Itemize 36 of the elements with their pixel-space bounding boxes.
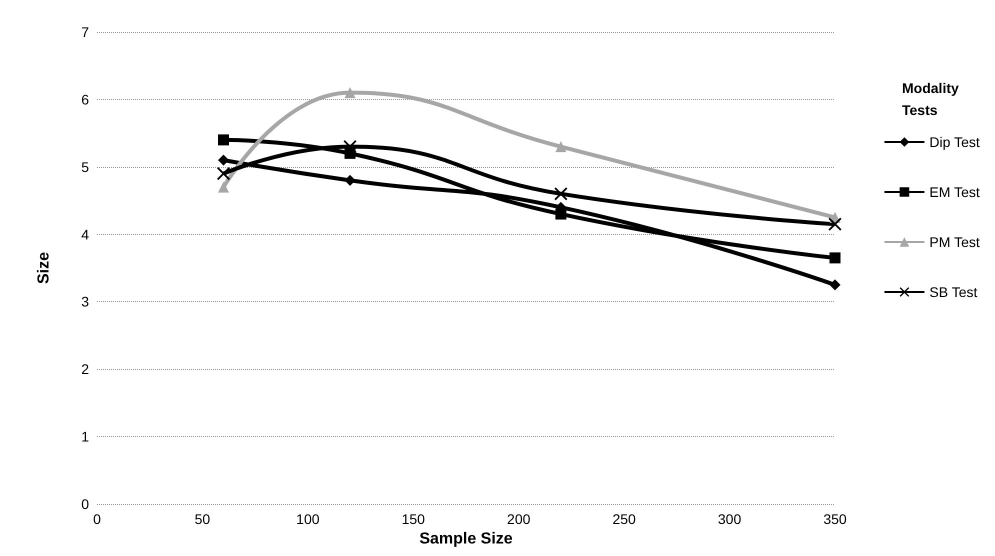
legend-label: PM Test <box>929 234 980 250</box>
legend-label: Dip Test <box>929 134 980 150</box>
x-tick-label: 250 <box>612 511 636 527</box>
point <box>344 87 356 98</box>
x-tick-label: 0 <box>93 511 102 527</box>
y-tick-label: 0 <box>81 496 90 512</box>
x-tick-label: 100 <box>296 511 320 527</box>
y-tick-label: 2 <box>81 361 90 378</box>
legend-title: Modality Tests <box>902 80 963 118</box>
point <box>344 140 357 154</box>
legend-label: SB Test <box>929 284 978 300</box>
x-tick-label: 150 <box>402 511 426 527</box>
point <box>830 279 840 290</box>
y-tick-label: 6 <box>81 91 90 108</box>
y-axis-title: Size <box>36 252 52 284</box>
y-tick-label: 5 <box>81 158 90 175</box>
point <box>218 154 230 166</box>
y-tick-label: 3 <box>81 294 90 310</box>
point <box>828 218 842 231</box>
legend-label: EM Test <box>929 184 980 200</box>
x-tick-label: 350 <box>823 511 847 527</box>
point <box>218 134 230 146</box>
point <box>554 187 568 200</box>
point <box>555 208 566 220</box>
point <box>830 252 840 264</box>
x-tick-label: 300 <box>718 511 742 527</box>
x-axis-title: Sample Size <box>419 530 513 548</box>
y-tick-label: 7 <box>81 24 90 40</box>
point <box>555 141 566 152</box>
y-tick-label: 4 <box>81 226 90 242</box>
point <box>218 182 230 193</box>
point <box>344 174 356 186</box>
y-tick-label: 1 <box>81 428 90 445</box>
x-tick-label: 200 <box>507 511 531 527</box>
x-tick-label: 50 <box>194 511 210 527</box>
point <box>217 167 230 180</box>
